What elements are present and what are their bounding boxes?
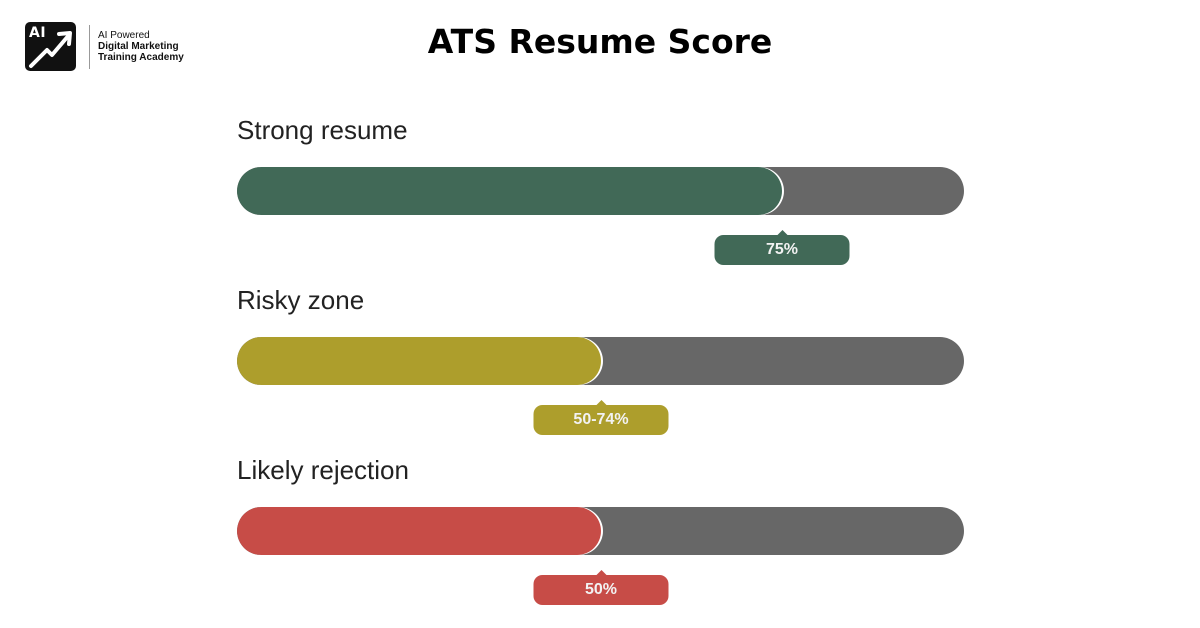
brand-logo: AI AI Powered Digital Marketing Training… (25, 22, 184, 71)
bar-fill (237, 167, 782, 215)
chart-title: ATS Resume Score (427, 22, 773, 61)
category-label: Likely rejection (237, 455, 409, 485)
value-label: 50-74% (533, 400, 669, 435)
logo-divider (89, 24, 90, 69)
logo-line-1: AI Powered (98, 30, 150, 41)
logo-text: AI Powered Digital Marketing Training Ac… (98, 30, 184, 63)
bar-track (237, 167, 964, 215)
bar-fill (237, 507, 601, 555)
bar-track (237, 507, 964, 555)
category-label: Strong resume (237, 115, 408, 145)
logo-line-2: Digital Marketing (98, 41, 179, 52)
category-label: Risky zone (237, 285, 365, 315)
logo-mark-text: AI (29, 25, 47, 41)
value-label: 75% (714, 230, 850, 265)
logo-line-3: Training Academy (98, 52, 184, 63)
bar-fill (237, 337, 601, 385)
bar-track (237, 337, 964, 385)
logo-mark: AI (25, 22, 76, 71)
value-label: 50% (533, 570, 669, 605)
arrow-up-right-icon (29, 31, 72, 68)
